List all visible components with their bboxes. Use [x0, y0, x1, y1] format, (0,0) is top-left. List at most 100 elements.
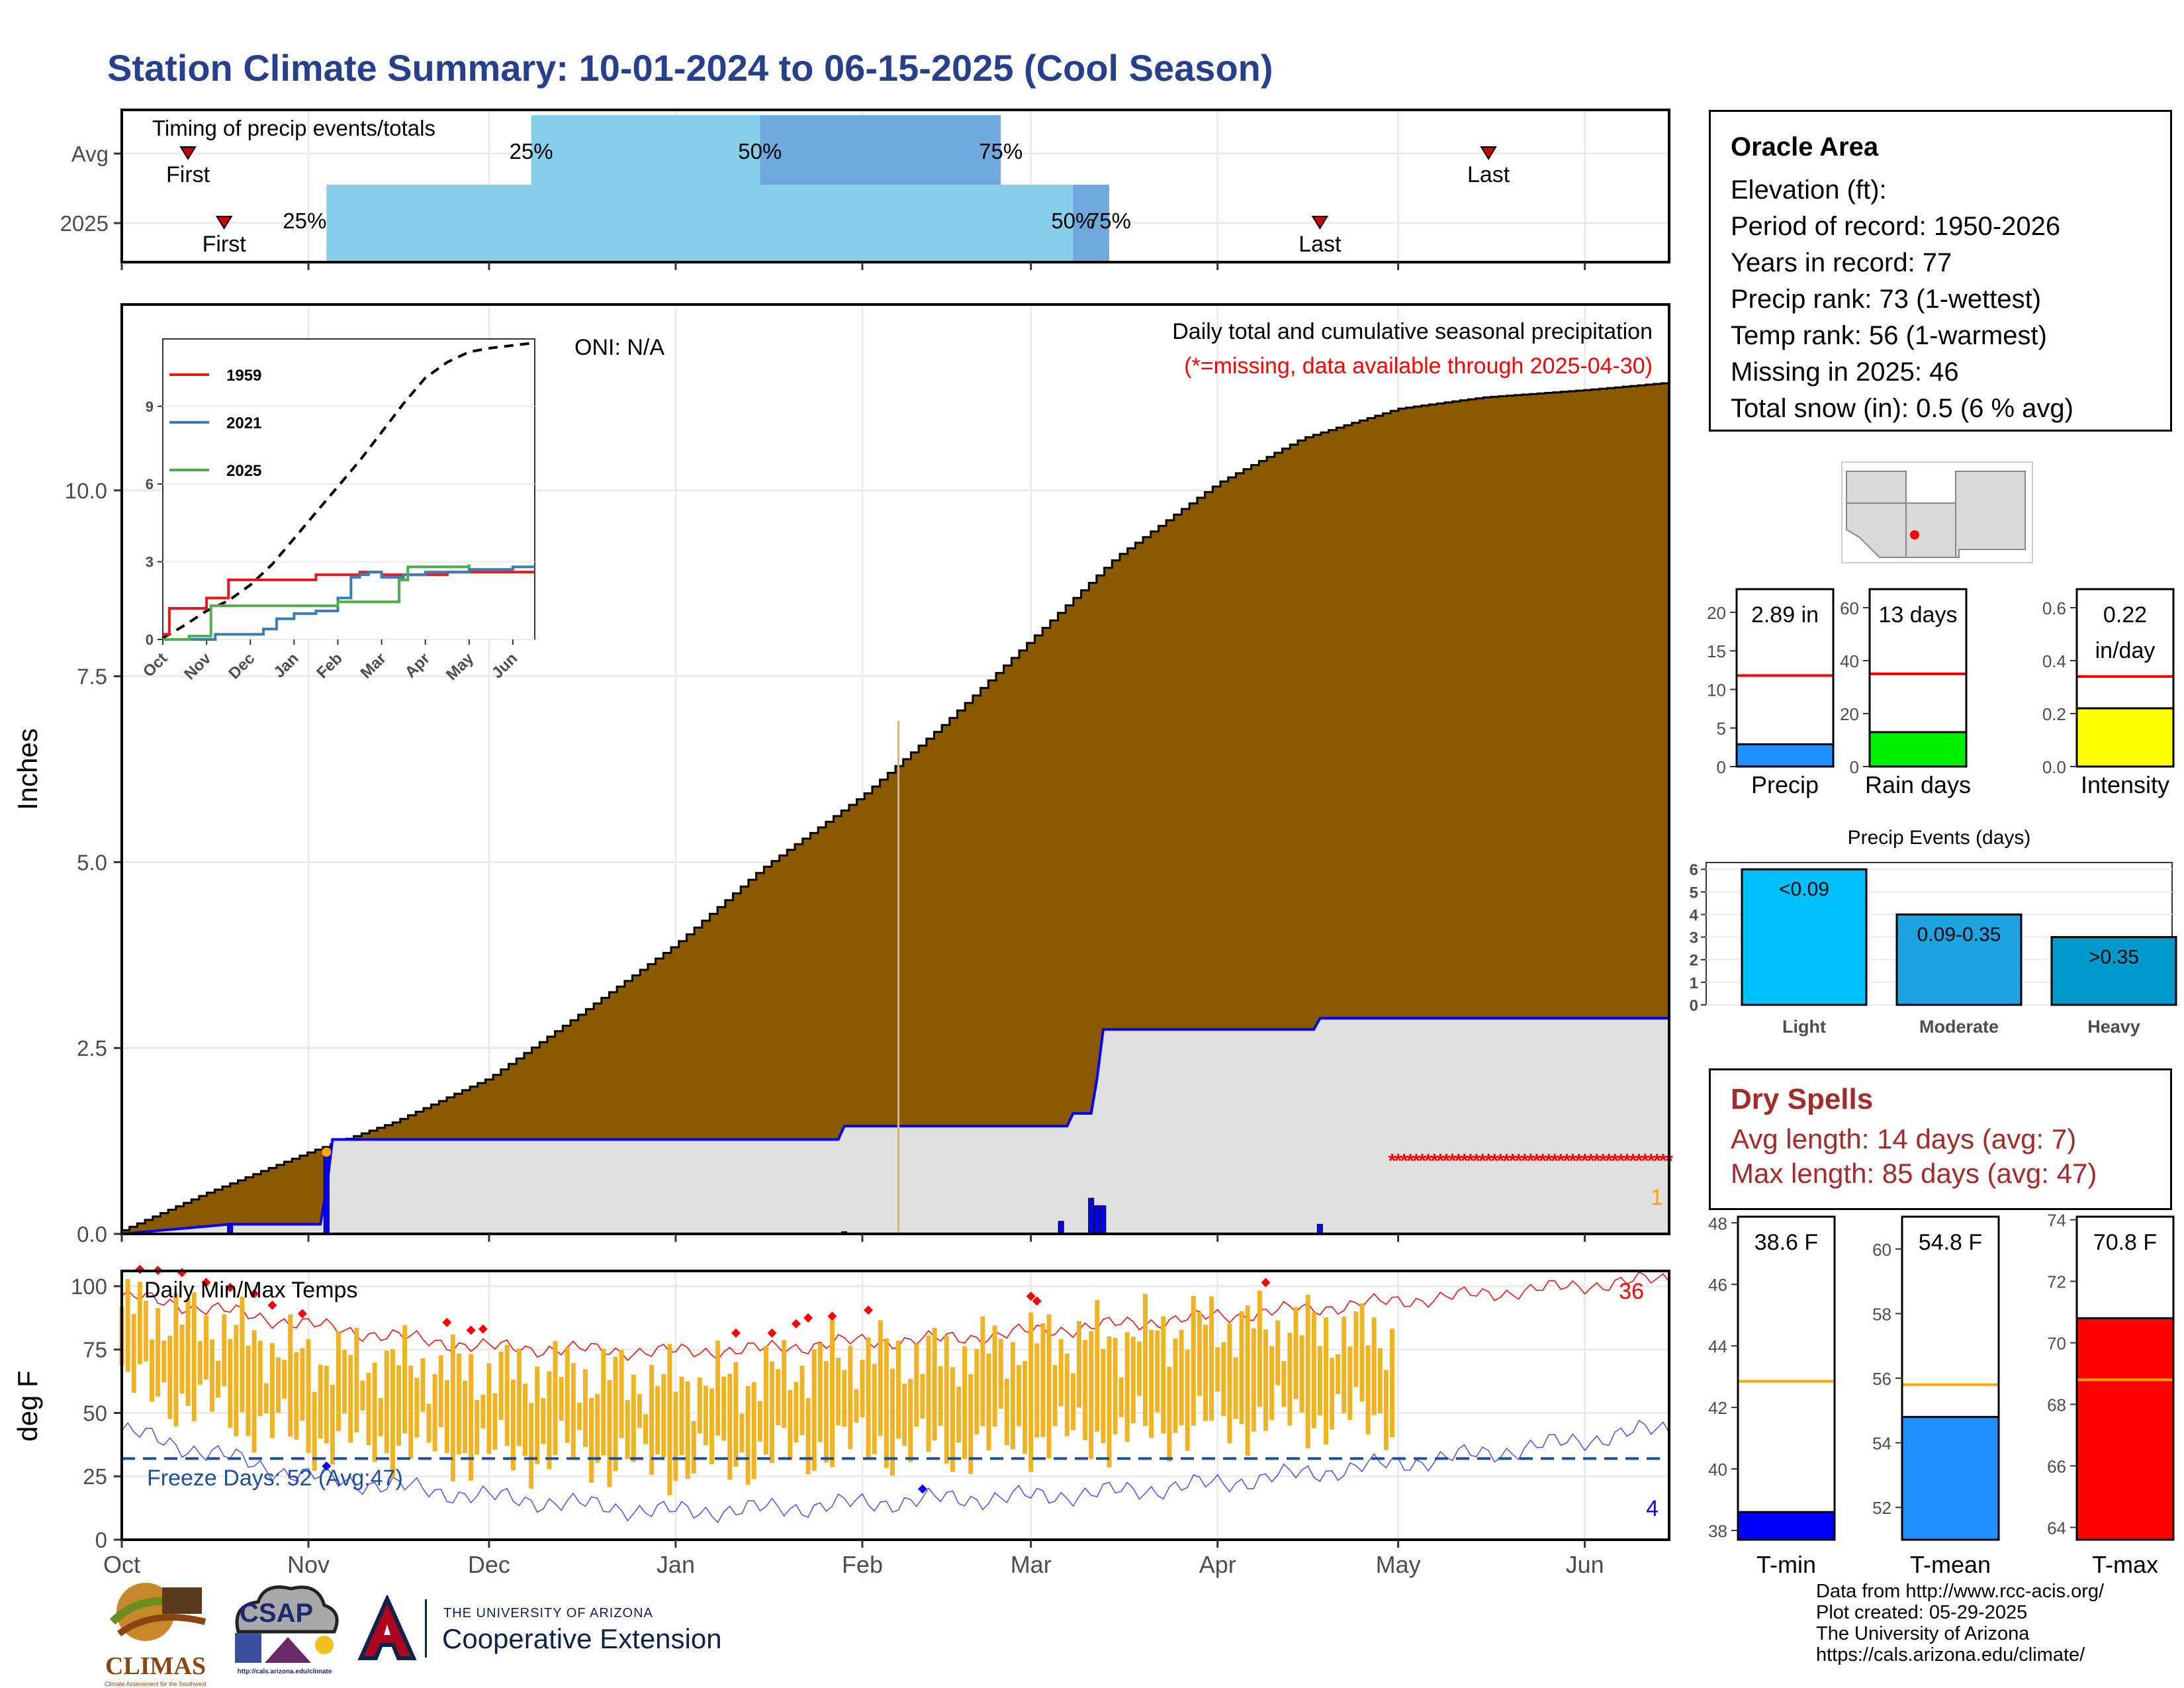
- missing-marker: *: [1503, 1150, 1511, 1172]
- daily-temp-bar: [697, 1377, 702, 1434]
- summary-ytick-label: 72: [2047, 1272, 2066, 1292]
- daily-temp-bar: [956, 1386, 961, 1443]
- summary-ytick-label: 56: [1872, 1369, 1891, 1389]
- missing-marker: *: [1641, 1150, 1649, 1172]
- events-ytick-label: 3: [1690, 929, 1698, 947]
- events-title: Precip Events (days): [1848, 827, 2031, 849]
- record-high-marker: [864, 1305, 874, 1315]
- daily-temp-bar: [143, 1301, 148, 1362]
- events-category-label: Moderate: [1919, 1017, 1999, 1037]
- inset-legend-label: 2021: [226, 414, 261, 432]
- summary-bar: [2075, 1317, 2175, 1541]
- timing-marker-first: [215, 216, 233, 230]
- daily-temp-bar: [715, 1340, 721, 1436]
- temp-ytick-label: 0: [95, 1528, 107, 1552]
- summary-ytick-label: 0: [1850, 757, 1859, 777]
- daily-temp-bar: [583, 1369, 588, 1447]
- summary-ytick-label: 0: [1717, 757, 1726, 777]
- daily-temp-bar: [1028, 1312, 1034, 1472]
- daily-temp-bar: [1143, 1293, 1148, 1427]
- record-low-count: 4: [1646, 1496, 1659, 1521]
- daily-temp-bar: [625, 1400, 630, 1459]
- daily-temp-bar: [161, 1340, 167, 1383]
- daily-temp-bar: [619, 1350, 624, 1438]
- daily-temp-bar: [866, 1337, 871, 1458]
- missing-marker: *: [1551, 1150, 1559, 1172]
- missing-marker: *: [1557, 1150, 1565, 1172]
- daily-temp-bar: [463, 1380, 467, 1454]
- temp-ylabel: deg F: [12, 1370, 43, 1441]
- timing-bar-50-75: [760, 115, 1001, 192]
- csap-url: http://cals.arizona.edu/climate: [237, 1668, 332, 1675]
- daily-precip-bar: [1316, 1223, 1323, 1235]
- station-info-box: Oracle Area Elevation (ft): Period of re…: [1709, 110, 2172, 432]
- timing-marker-last: [1480, 146, 1497, 160]
- timing-row-label: 2025: [60, 211, 109, 236]
- daily-temp-bar: [1130, 1336, 1136, 1424]
- inset-ytick-label: 9: [146, 399, 154, 415]
- daily-temp-bar: [1197, 1311, 1202, 1396]
- summary-value-label: 54.8 F: [1919, 1230, 1982, 1255]
- daily-temp-bar: [980, 1316, 985, 1427]
- timing-marker-last: [1311, 216, 1329, 230]
- daily-temp-bar: [565, 1346, 570, 1443]
- summary-ytick-label: 40: [1708, 1460, 1727, 1479]
- daily-temp-bar: [1317, 1346, 1322, 1416]
- timing-bar-25-50: [531, 115, 760, 192]
- summary-ytick-label: 0.4: [2042, 651, 2066, 671]
- summary-frame: [1735, 588, 1835, 768]
- missing-marker: *: [1569, 1150, 1577, 1172]
- daily-temp-bar: [1107, 1336, 1112, 1468]
- daily-temp-bar: [763, 1346, 768, 1455]
- missing-marker: *: [1406, 1150, 1414, 1172]
- station-precip-rank: Precip rank: 73 (1-wettest): [1731, 285, 2042, 314]
- events-bar: [1895, 913, 2023, 1006]
- daily-temp-bar: [269, 1342, 275, 1438]
- current-cumulative-line: [121, 1017, 1669, 1235]
- timing-label-75: 75%: [979, 139, 1023, 164]
- daily-temp-bar: [203, 1315, 208, 1380]
- daily-temp-bar: [251, 1330, 257, 1453]
- missing-marker: *: [1418, 1150, 1426, 1172]
- daily-temp-bar: [739, 1413, 745, 1453]
- events-ytick-label: 1: [1690, 974, 1698, 992]
- summary-value-label: 13 days: [1878, 602, 1957, 628]
- daily-temp-bar: [1299, 1335, 1304, 1413]
- daily-temp-bar: [890, 1368, 895, 1476]
- daily-temp-bar: [1064, 1353, 1069, 1436]
- cum-subtitle: (*=missing, data available through 2025-…: [1184, 353, 1653, 379]
- daily-temp-bar: [570, 1363, 576, 1458]
- daily-temp-bar: [751, 1382, 756, 1479]
- timing-title: Timing of precip events/totals: [152, 116, 435, 140]
- missing-marker: *: [1635, 1150, 1643, 1172]
- missing-marker: *: [1617, 1150, 1625, 1172]
- daily-temp-bar: [167, 1336, 173, 1419]
- daily-temp-bar: [944, 1335, 949, 1464]
- daily-temp-bar: [1390, 1329, 1394, 1437]
- cum-ylabel: Inches: [12, 728, 43, 810]
- daily-temp-bar: [1113, 1337, 1118, 1434]
- daily-temp-bar: [150, 1339, 154, 1402]
- daily-temp-bar: [667, 1344, 672, 1495]
- record-high-marker: [767, 1328, 777, 1338]
- temp-summary-panels: 38 40 42 44 46 48 38.6 F T-min 52 54 56 58 60 54.8 F T…: [1708, 1211, 2175, 1578]
- events-category-label: Heavy: [2087, 1017, 2140, 1037]
- record-high-marker: [1261, 1278, 1271, 1288]
- cum-frame: [120, 303, 1670, 1235]
- temp-ytick-label: 50: [83, 1401, 107, 1425]
- daily-temp-bar: [830, 1320, 835, 1468]
- dry-spells-box: Dry Spells Avg length: 14 days (avg: 7) …: [1709, 1068, 2172, 1210]
- missing-marker: *: [1593, 1150, 1601, 1172]
- daily-temp-bar: [1221, 1342, 1226, 1417]
- ua-big-text: Cooperative Extension: [442, 1623, 722, 1654]
- daily-temp-bar: [1004, 1378, 1009, 1445]
- summary-ytick-label: 48: [1708, 1213, 1727, 1233]
- daily-temp-bar: [384, 1350, 389, 1454]
- oni-label: ONI: N/A: [574, 335, 664, 360]
- daily-temp-bar: [1324, 1317, 1328, 1445]
- missing-marker: *: [1539, 1150, 1547, 1172]
- record-high-line: [121, 1271, 1670, 1362]
- daily-temp-bar: [240, 1296, 245, 1413]
- missing-marker: *: [1521, 1150, 1529, 1172]
- station-snow: Total snow (in): 0.5 (6 % avg): [1731, 394, 2073, 423]
